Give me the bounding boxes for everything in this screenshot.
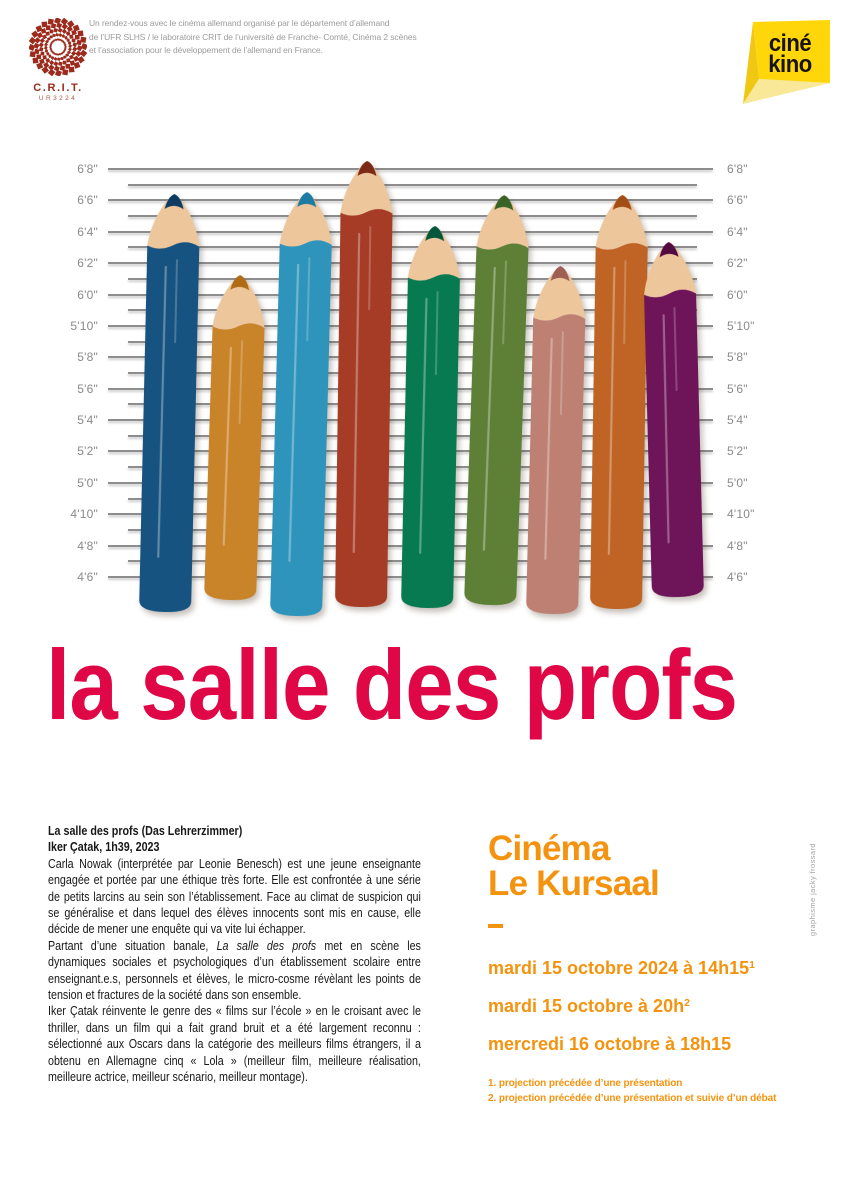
ruler-label-right: 4'10" <box>727 507 755 522</box>
rose-pencil <box>526 265 586 614</box>
divider-dash <box>488 924 503 928</box>
ruler-label-right: 6'4" <box>727 224 748 239</box>
ruler-label-left: 5'6" <box>77 381 98 396</box>
crit-unit: UR3224 <box>38 95 78 102</box>
ruler-label-left: 6'6" <box>77 193 98 208</box>
cinekino-logo: ciné kino <box>742 18 834 110</box>
cinekino-wordmark: ciné kino <box>753 30 827 78</box>
ruler-major-line <box>108 262 713 265</box>
venue-info: Cinéma Le Kursaal mardi 15 octobre 2024 … <box>488 831 818 1107</box>
ruler-label-left: 4'8" <box>77 538 98 553</box>
crit-acronym: C.R.I.T. <box>33 82 83 94</box>
cinekino-line-2: kino <box>768 51 812 78</box>
date-text: mercredi 16 octobre à 18h15 <box>488 1033 732 1054</box>
ruler-label-left: 5'8" <box>77 350 98 365</box>
paragraph-2-text: Partant d’une situation banale, <box>48 937 217 953</box>
brick-pencil <box>335 160 393 607</box>
film-paragraph-3: Iker Çatak réinvente le genre des « film… <box>48 1003 421 1085</box>
ochre-pencil <box>204 275 265 601</box>
date-footnote-mark: 2 <box>684 997 690 1009</box>
ruler-label-right: 4'8" <box>727 538 748 553</box>
venue-name-line-1: Cinéma <box>488 829 610 868</box>
film-description: La salle des profs (Das Lehrerzimmer) Ik… <box>48 823 421 1086</box>
footnote-2: 2. projection précédée d’une présentatio… <box>488 1093 777 1104</box>
venue-name-line-2: Le Kursaal <box>488 864 660 903</box>
footnotes: 1. projection précédée d’une présentatio… <box>488 1076 818 1107</box>
ruler-label-right: 6'6" <box>727 193 748 208</box>
ruler-minor-line <box>128 215 697 218</box>
ruler-minor-line <box>128 246 697 249</box>
ruler-label-left: 4'6" <box>77 569 98 584</box>
ruler-label-right: 5'4" <box>727 413 748 428</box>
ruler-label-right: 5'2" <box>727 444 748 459</box>
cerulean-pencil <box>270 192 332 616</box>
date-footnote-mark: 1 <box>749 959 755 971</box>
height-chart-illustration: 6'8" 6'8" 6'6" 6'6" 6'4" 6'4" 6'2" 6'2" 6'0" 6'0"… <box>70 160 755 616</box>
intro-line-3: et l’association pour le développement d… <box>89 45 323 56</box>
screening-dates: mardi 15 octobre 2024 à 14h151 mardi 15 … <box>488 951 818 1065</box>
cinekino-bubble-icon <box>743 20 830 104</box>
date-text: mardi 15 octobre 2024 à 14h15 <box>488 957 750 978</box>
intro-text: Un rendez-vous avec le cinéma allemand o… <box>89 17 429 58</box>
ruler-label-left: 5'2" <box>77 444 98 459</box>
ruler-label-right: 5'8" <box>727 350 748 365</box>
film-paragraph-1: Carla Nowak (interprétée par Leonie Bene… <box>48 855 421 937</box>
date-text: mardi 15 octobre à 20h <box>488 995 685 1016</box>
designer-credit: graphisme jacky frossard <box>808 843 817 936</box>
ruler-label-left: 5'0" <box>77 475 98 490</box>
crit-spiral-icon <box>28 17 88 77</box>
olive-pencil <box>464 195 529 606</box>
screening-date-3: mercredi 16 octobre à 18h15 <box>488 1027 818 1065</box>
ruler-label-right: 6'8" <box>727 162 748 176</box>
ruler-label-right: 5'10" <box>727 318 755 333</box>
ruler-label-right: 4'6" <box>727 569 748 584</box>
purple-pencil <box>644 242 704 598</box>
ruler-label-left: 5'10" <box>70 318 98 333</box>
ruler-label-left: 6'8" <box>77 162 98 176</box>
ruler-major-line <box>108 230 713 233</box>
screening-date-1: mardi 15 octobre 2024 à 14h151 <box>488 951 818 989</box>
navy-pencil <box>139 193 200 612</box>
ruler-major-line <box>108 168 713 170</box>
intro-line-2: de l’UFR SLHS / le laboratoire CRIT de l… <box>89 31 417 42</box>
emerald-pencil <box>401 226 460 609</box>
film-director-line: Iker Çatak, 1h39, 2023 <box>48 839 160 855</box>
film-paragraph-2: Partant d’une situation banale, La salle… <box>48 938 421 1004</box>
film-title-line: La salle des profs (Das Lehrerzimmer) <box>48 823 243 838</box>
intro-line-1: Un rendez-vous avec le cinéma allemand o… <box>89 18 390 28</box>
ruler-major-line <box>108 199 713 202</box>
screening-date-2: mardi 15 octobre à 20h2 <box>488 989 818 1027</box>
ruler-label-right: 5'6" <box>727 381 748 396</box>
venue-name: Cinéma Le Kursaal <box>488 831 818 901</box>
ruler-label-left: 6'4" <box>77 224 98 239</box>
ruler-label-left: 6'0" <box>77 287 98 302</box>
ruler-label-left: 6'2" <box>77 256 98 271</box>
ruler-label-left: 4'10" <box>70 507 98 522</box>
sienna-pencil <box>590 195 648 610</box>
footnote-1: 1. projection précédée d’une présentatio… <box>488 1077 683 1089</box>
crit-logo: C.R.I.T. UR3224 <box>20 17 96 102</box>
film-title-italic: La salle des profs <box>216 937 317 953</box>
paragraph-2-text-cont: met en scène les dynamiques sociales et … <box>48 937 421 1003</box>
ruler-label-right: 6'2" <box>727 256 748 271</box>
ruler-label-right: 6'0" <box>727 287 748 302</box>
ruler-minor-line <box>128 183 697 186</box>
cinekino-line-1: ciné <box>768 30 812 57</box>
poster-title: la salle des profs <box>46 629 738 740</box>
ruler-label-left: 5'4" <box>77 413 98 428</box>
ruler-label-right: 5'0" <box>727 475 748 490</box>
